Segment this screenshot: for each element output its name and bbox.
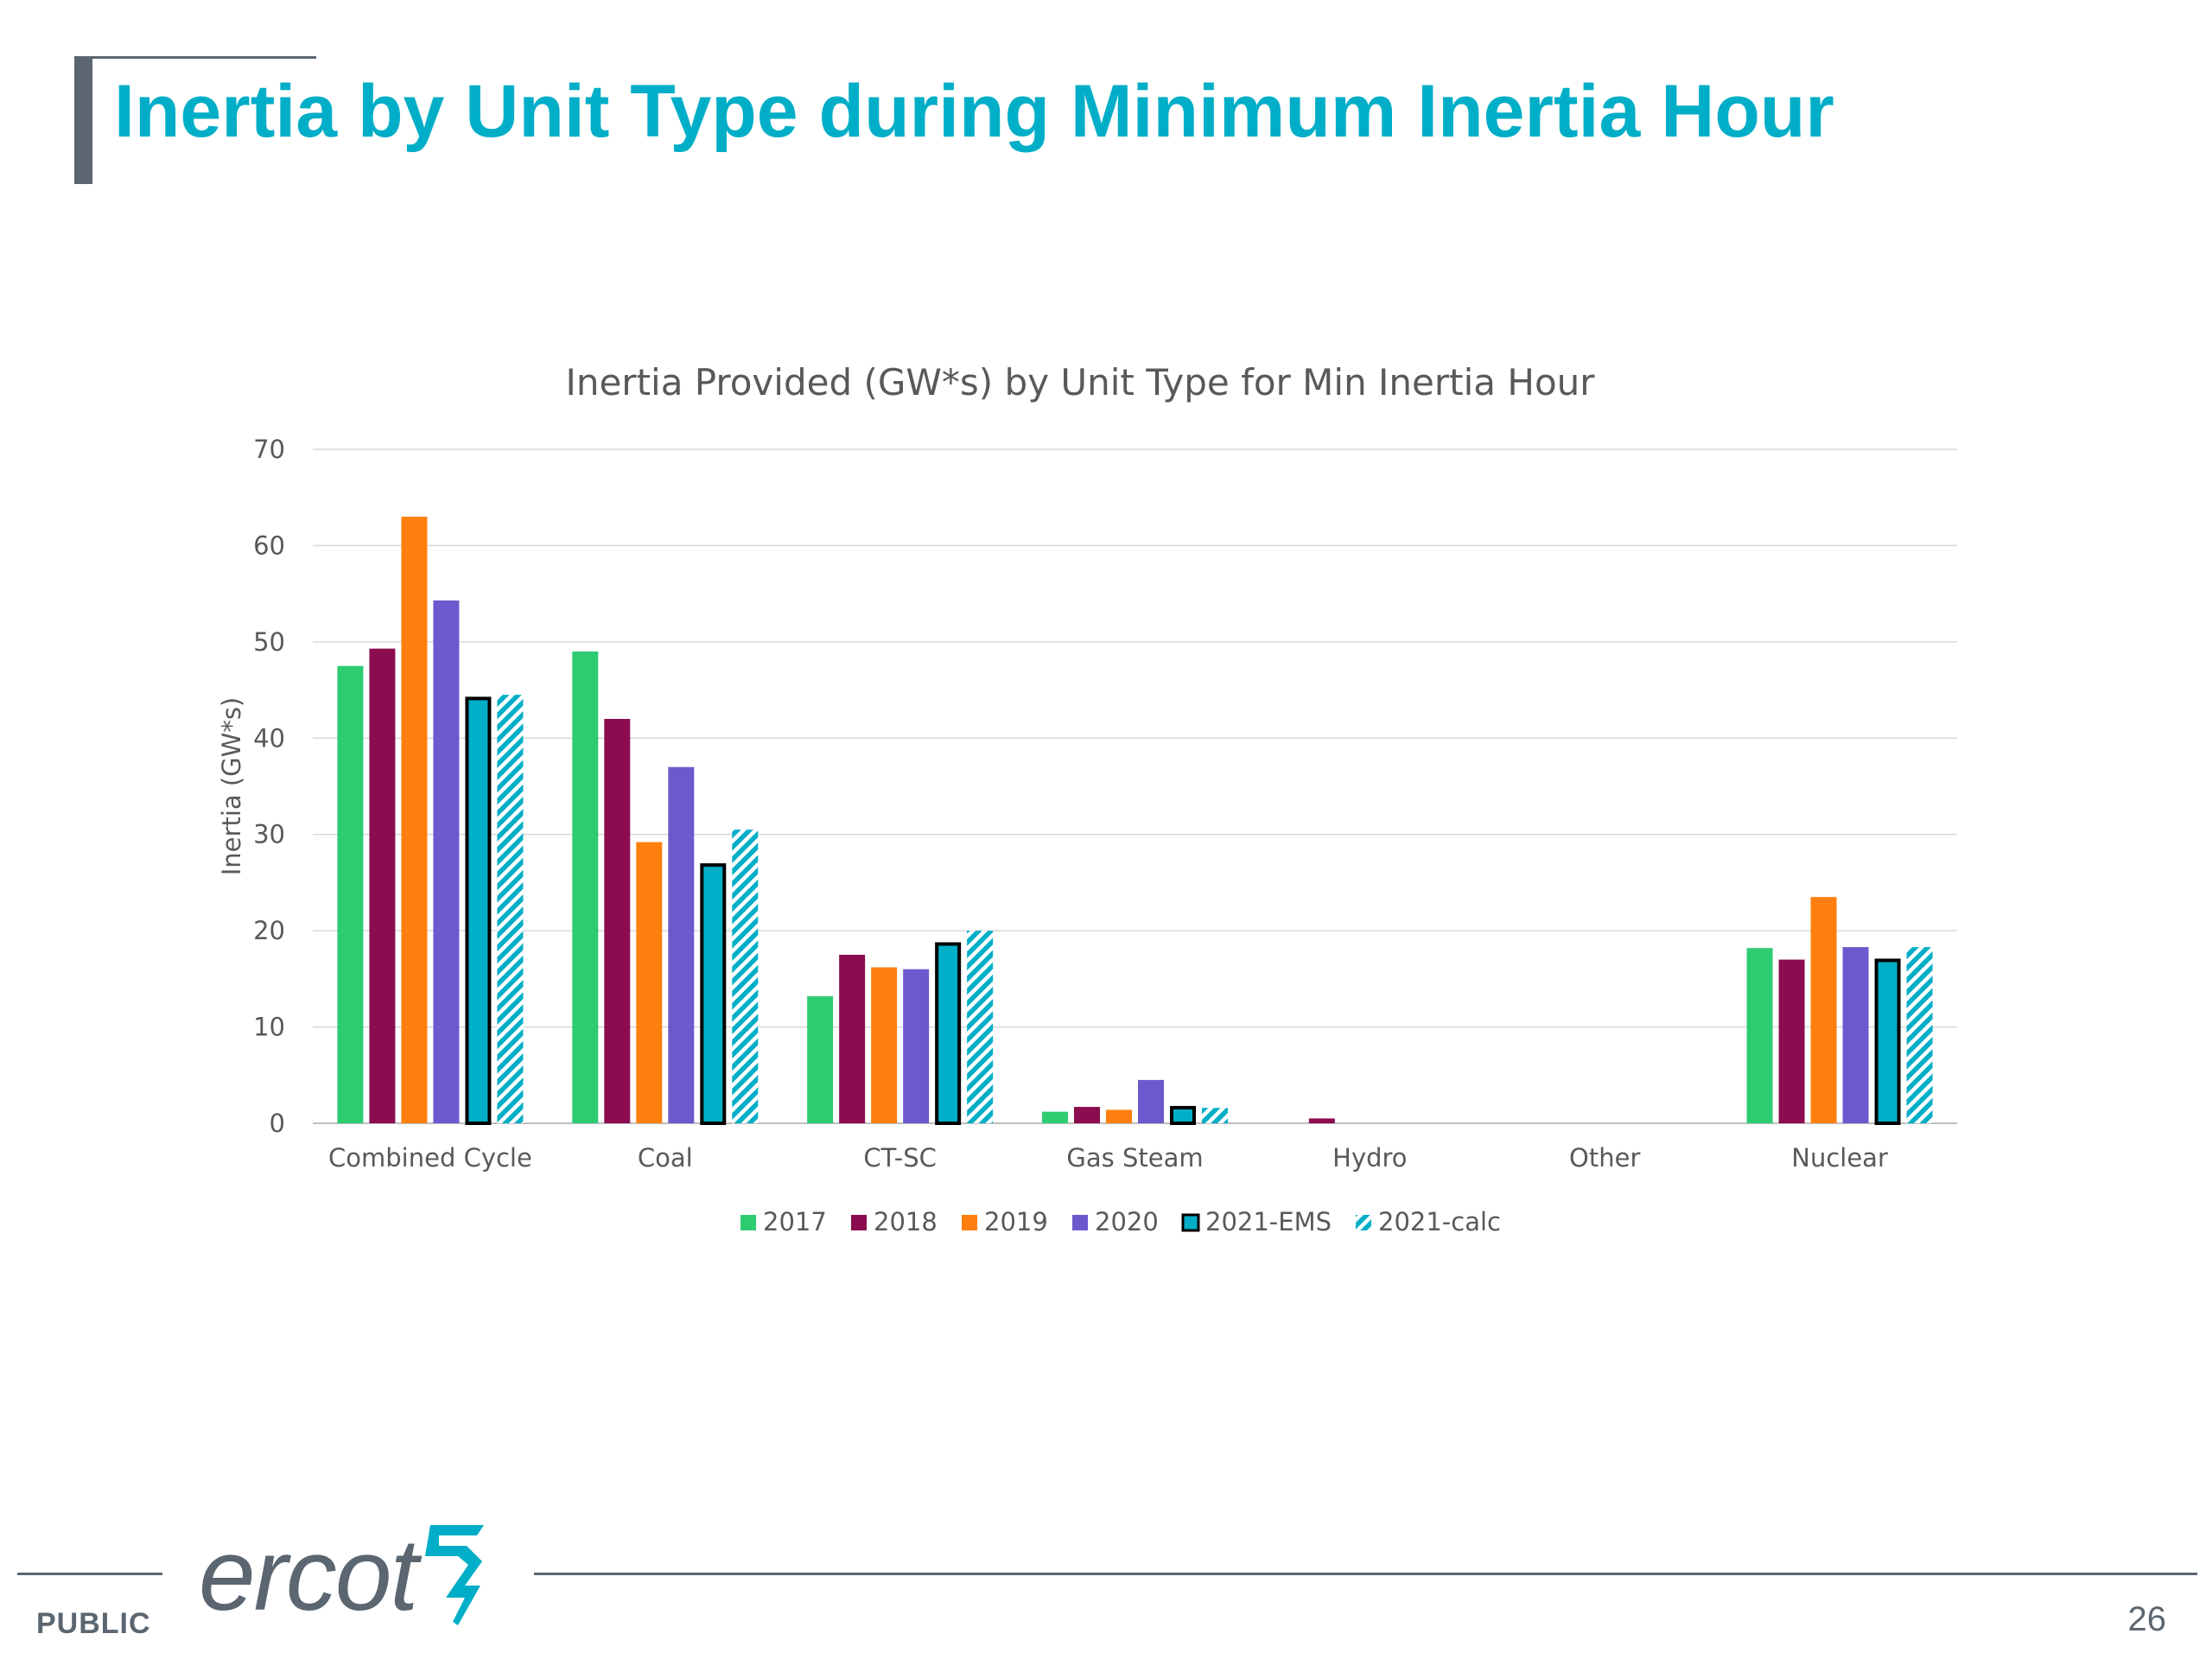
x-tick-label: Gas Steam — [1066, 1143, 1203, 1173]
legend-label: 2017 — [763, 1207, 827, 1236]
legend-swatch-2019 — [962, 1215, 977, 1230]
footer-divider-left — [17, 1573, 162, 1575]
bar-2021-EMS-coal — [700, 863, 727, 1126]
bar-2021-EMS-nuclear — [1874, 958, 1901, 1126]
bar-2018-hydro — [1308, 1118, 1335, 1123]
bar-2017-ct-sc — [807, 995, 834, 1123]
public-label: PUBLIC — [36, 1607, 151, 1640]
bar-2017-coal — [572, 652, 599, 1123]
legend-label: 2019 — [984, 1207, 1048, 1236]
bar-2020-gas-steam — [1138, 1079, 1164, 1123]
y-tick-label: 30 — [253, 820, 285, 849]
x-tick-label: Nuclear — [1791, 1143, 1888, 1173]
y-tick-label: 40 — [253, 723, 285, 753]
y-tick-labels: 0 10 20 30 40 50 60 70 — [253, 435, 285, 1138]
y-tick-label: 20 — [253, 916, 285, 945]
legend-swatch-2017 — [741, 1215, 756, 1230]
legend-swatch-2018 — [851, 1215, 867, 1230]
y-tick-label: 50 — [253, 627, 285, 657]
bar-2020-ct-sc — [903, 969, 930, 1123]
bar-2021-EMS-ct-sc — [935, 942, 962, 1125]
x-tick-label: Coal — [638, 1143, 693, 1173]
x-tick-label: CT-SC — [863, 1143, 936, 1173]
bar-2019-ct-sc — [871, 967, 898, 1123]
legend-swatch-2020 — [1072, 1215, 1088, 1230]
grid-lines — [313, 448, 1957, 1124]
bar-2021-calc-gas-steam — [1202, 1108, 1228, 1123]
y-tick-label: 10 — [253, 1013, 285, 1042]
bars — [337, 517, 1933, 1126]
bar-2019-combined-cycle — [401, 517, 428, 1123]
legend-label: 2020 — [1095, 1207, 1159, 1236]
bar-2021-calc-ct-sc — [967, 931, 994, 1123]
bar-2017-combined-cycle — [337, 665, 364, 1123]
legend-swatch-2021-calc — [1356, 1215, 1371, 1230]
title-accent-top — [74, 56, 316, 59]
bar-2021-calc-combined-cycle — [497, 695, 524, 1123]
bar-2017-nuclear — [1746, 948, 1773, 1123]
title-accent-bar — [74, 56, 92, 184]
y-tick-label: 70 — [253, 435, 285, 464]
legend-label: 2018 — [874, 1207, 938, 1236]
x-tick-label: Other — [1569, 1143, 1640, 1173]
bar-2019-coal — [636, 842, 663, 1123]
bar-2017-gas-steam — [1042, 1111, 1068, 1123]
legend-label: 2021-calc — [1378, 1207, 1501, 1236]
chart-title: Inertia Provided (GW*s) by Unit Type for… — [565, 361, 1595, 404]
bar-2020-nuclear — [1842, 947, 1869, 1123]
bar-2019-nuclear — [1810, 897, 1837, 1123]
legend-swatch-2021-EMS — [1181, 1213, 1200, 1232]
bar-2021-calc-nuclear — [1906, 947, 1933, 1123]
logo-wordmark: ercot — [199, 1518, 418, 1632]
x-tick-label: Hydro — [1332, 1143, 1407, 1173]
bar-2018-nuclear — [1778, 959, 1805, 1123]
bar-2021-EMS-gas-steam — [1170, 1105, 1196, 1126]
bar-2018-combined-cycle — [369, 648, 396, 1123]
x-tick-labels: Combined Cycle Coal CT-SC Gas Steam Hydro Oth… — [328, 1143, 1888, 1173]
bar-2020-coal — [668, 766, 695, 1123]
page-number: 26 — [2127, 1600, 2167, 1638]
footer-divider-right — [534, 1573, 2197, 1575]
bar-2018-ct-sc — [839, 955, 866, 1123]
y-tick-label: 0 — [270, 1109, 285, 1138]
bar-2021-calc-coal — [732, 830, 759, 1123]
y-axis-label: Inertia (GW*s) — [217, 697, 246, 876]
legend-label: 2021-EMS — [1205, 1207, 1332, 1236]
logo-mark-icon — [425, 1525, 484, 1625]
slide-title: Inertia by Unit Type during Minimum Iner… — [114, 70, 1834, 153]
bar-2018-coal — [604, 719, 631, 1123]
legend: 2017 2018 2019 2020 2021-EMS 2021-calc — [741, 1207, 1501, 1236]
bar-2018-gas-steam — [1074, 1107, 1100, 1123]
bar-2019-gas-steam — [1106, 1109, 1132, 1123]
bar-2020-combined-cycle — [433, 600, 460, 1123]
y-tick-label: 60 — [253, 531, 285, 560]
bar-2021-EMS-combined-cycle — [465, 696, 492, 1125]
x-tick-label: Combined Cycle — [328, 1143, 532, 1173]
